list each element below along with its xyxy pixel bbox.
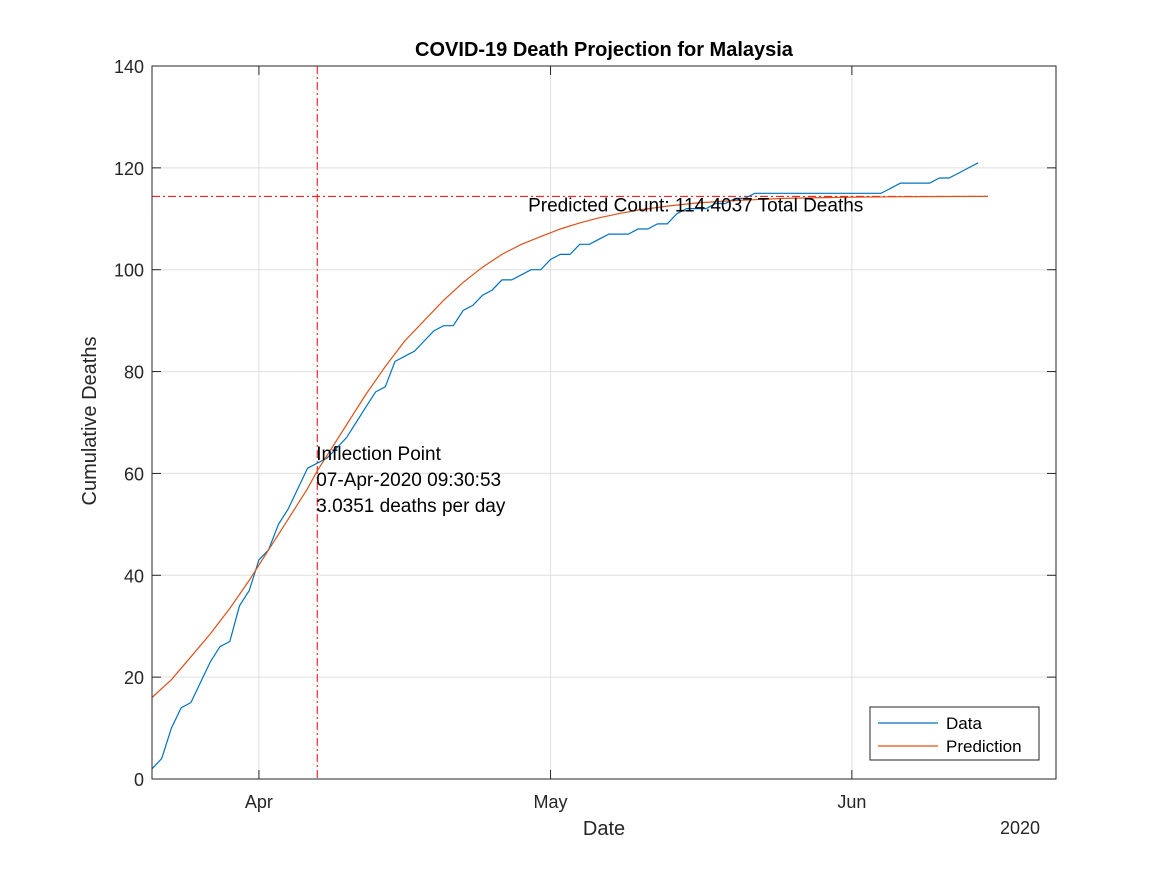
grid (152, 65, 1056, 780)
x-tick-label: Jun (837, 792, 866, 812)
predicted-count-annotation: Predicted Count: 114.4037 Total Deaths (528, 196, 863, 217)
axes-box (151, 65, 1057, 780)
x-tick-label: Apr (245, 792, 273, 812)
y-tick-label: 140 (114, 57, 144, 77)
x-axis-label: Date (583, 818, 625, 840)
x-tick-label: May (534, 792, 568, 812)
series-line-data (151, 162, 979, 770)
y-tick-label: 120 (114, 159, 144, 179)
y-tick-label: 60 (124, 464, 144, 484)
y-axis-label: Cumulative Deaths (79, 337, 101, 506)
inflection-annotation-line: 07-Apr-2020 09:30:53 (316, 470, 501, 491)
ticks: 0 20 40 60 80 100 120 140 Apr May Jun (114, 57, 1056, 812)
legend-box (869, 706, 1040, 761)
y-tick-label: 100 (114, 261, 144, 281)
y-tick-label: 20 (124, 668, 144, 688)
reference-lines (152, 66, 988, 779)
legend-label: Prediction (946, 737, 1022, 756)
annotations: Inflection Point 07-Apr-2020 09:30:53 3.03… (316, 196, 863, 518)
y-tick-label: 80 (124, 363, 144, 383)
chart-title: COVID-19 Death Projection for Malaysia (415, 39, 794, 61)
legend: Data Prediction (869, 706, 1040, 761)
inflection-annotation-line: Inflection Point (316, 444, 441, 465)
series-line-prediction (151, 195, 989, 698)
inflection-annotation-line: 3.0351 deaths per day (316, 496, 506, 517)
legend-label: Data (946, 714, 982, 733)
y-tick-label: 40 (124, 566, 144, 586)
y-tick-label: 0 (134, 770, 144, 790)
series-lines (151, 162, 989, 770)
x-axis-year-label: 2020 (1000, 818, 1040, 838)
